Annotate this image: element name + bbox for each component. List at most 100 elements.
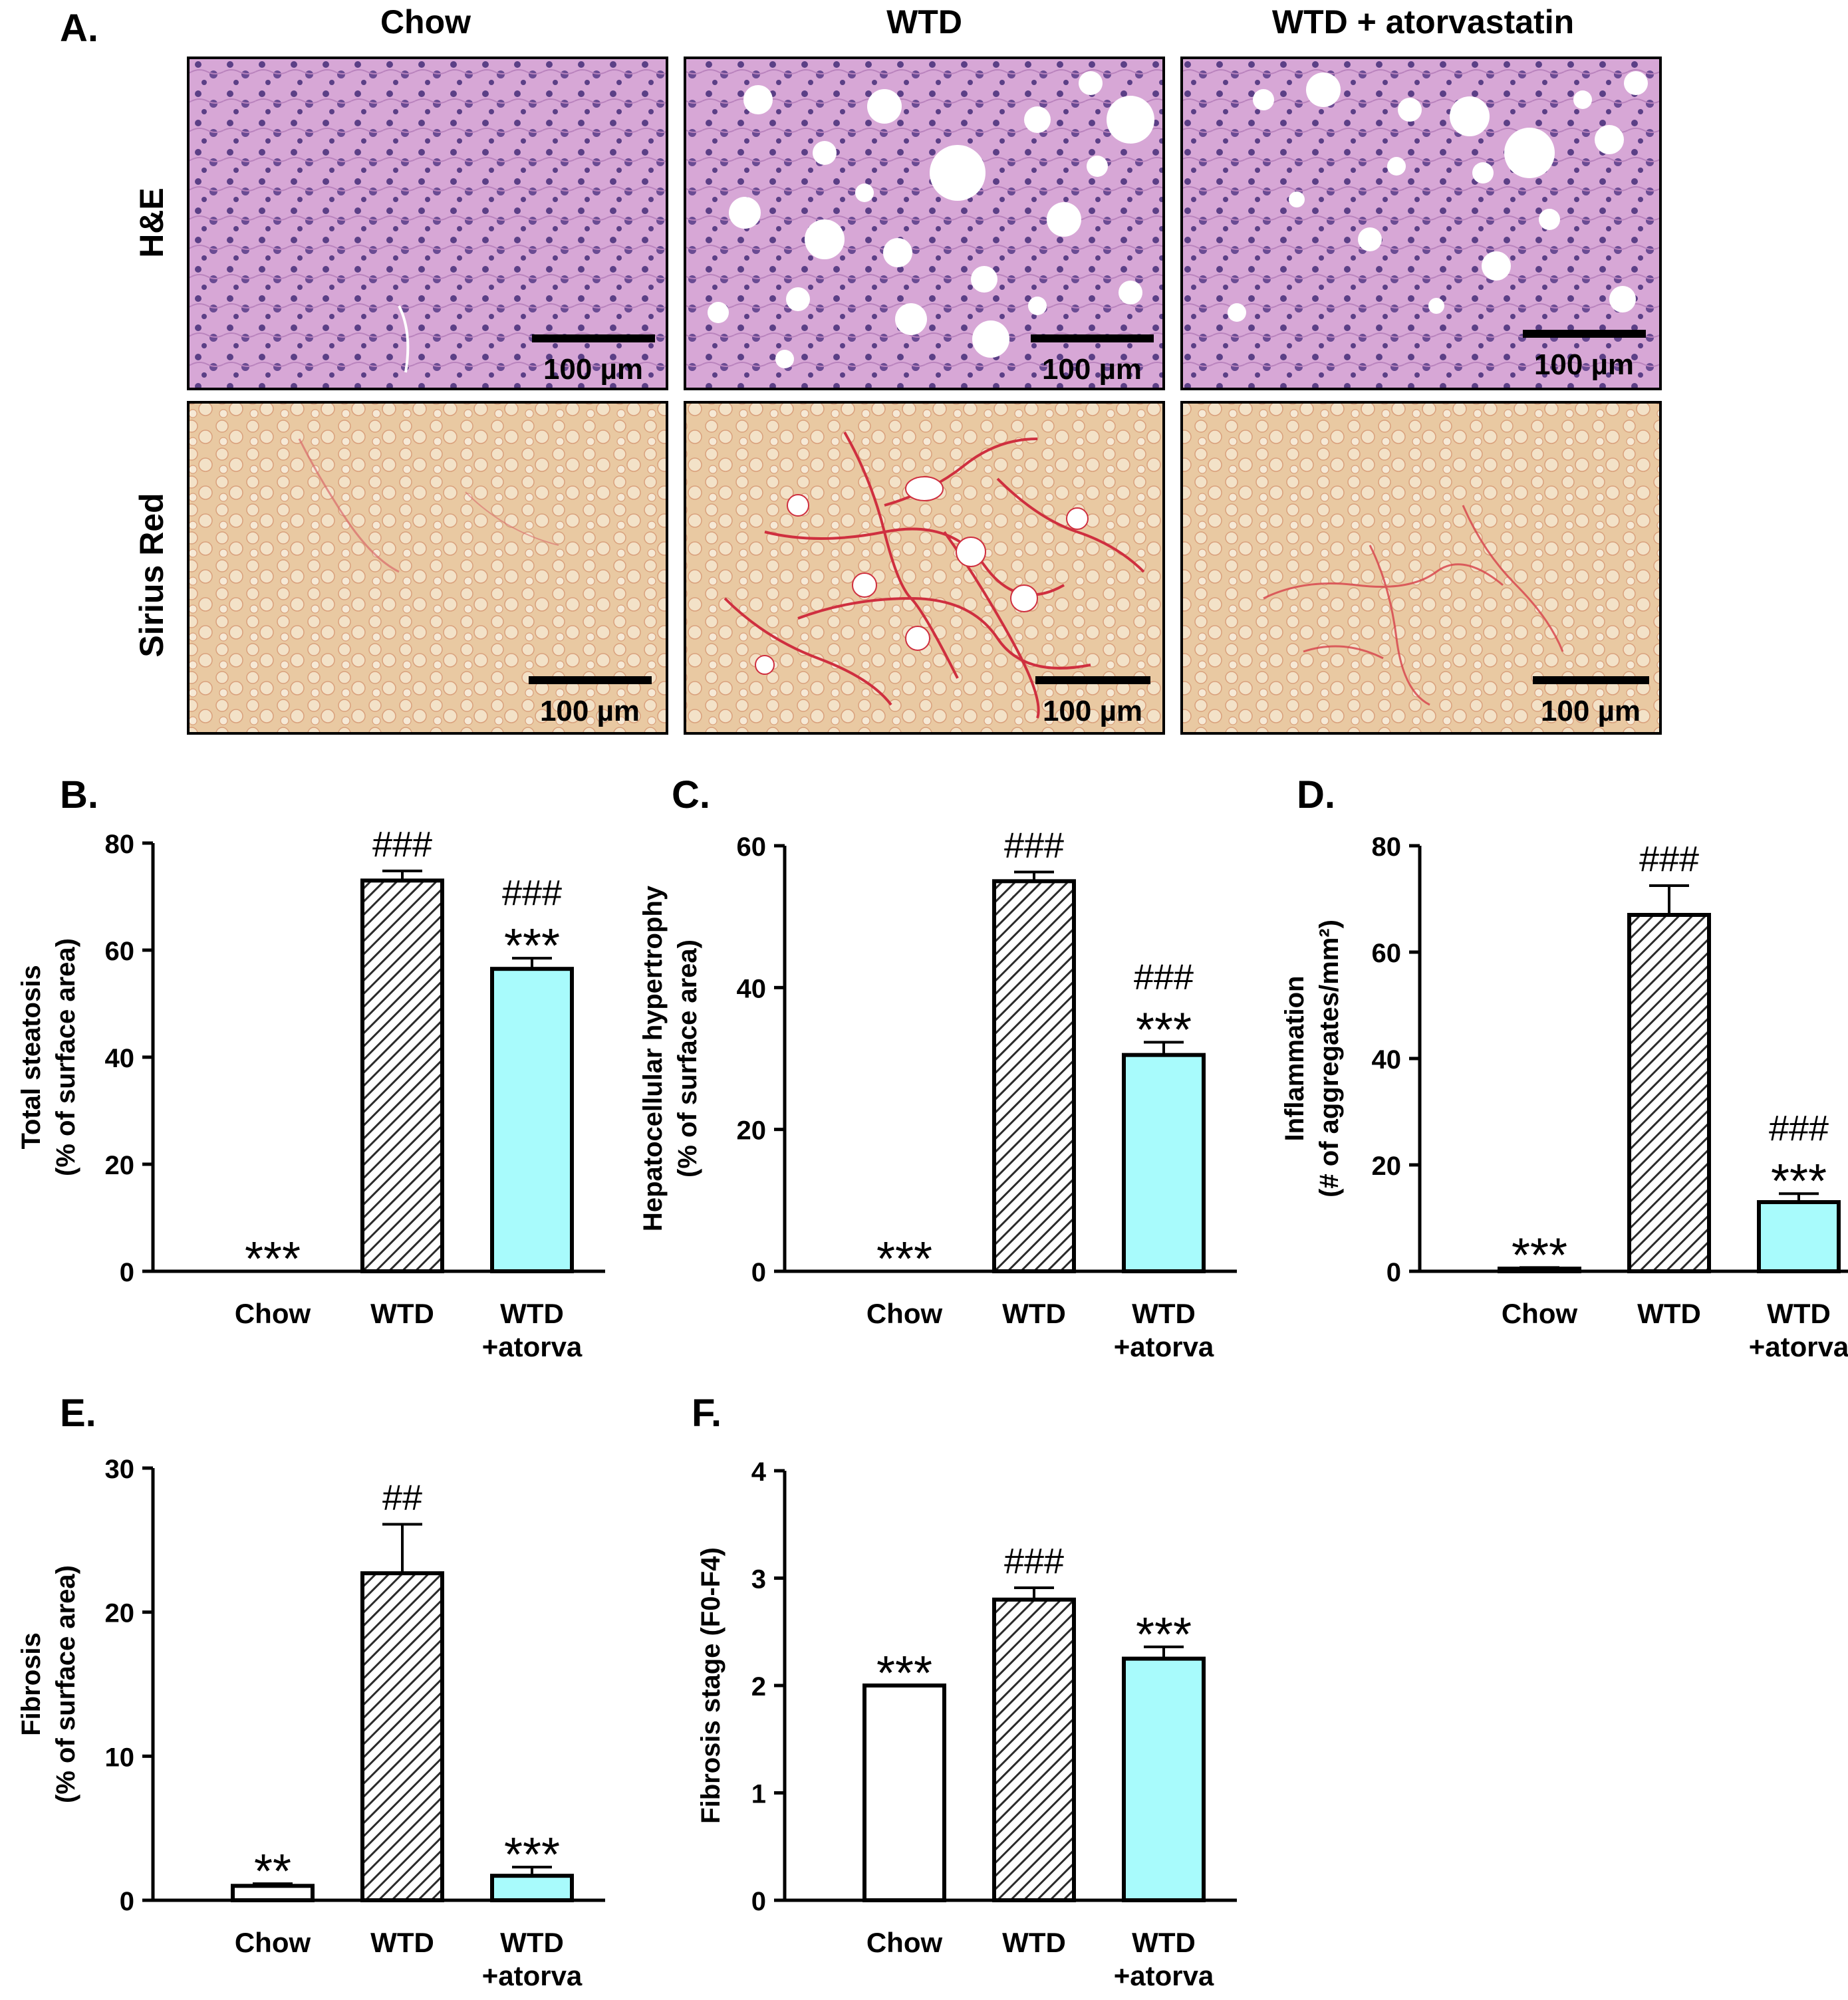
panel-b-letter: B. bbox=[60, 773, 98, 816]
bar-wtd bbox=[360, 878, 444, 1273]
significance-vs-chow: ### bbox=[1134, 957, 1194, 997]
significance-vs-chow: ### bbox=[502, 873, 562, 913]
y-tick-label: 80 bbox=[1372, 832, 1402, 862]
significance-vs-chow: ### bbox=[1769, 1108, 1829, 1148]
x-tick-label: +atorva bbox=[482, 1331, 583, 1362]
y-axis-label: Fibrosis stage (F0-F4) bbox=[696, 1547, 726, 1824]
y-tick-label: 0 bbox=[120, 1887, 134, 1916]
column-title-chow: Chow bbox=[380, 3, 471, 41]
y-tick-label: 20 bbox=[105, 1151, 135, 1180]
y-tick-label: 20 bbox=[737, 1116, 767, 1146]
panel-c-letter: C. bbox=[672, 773, 710, 816]
column-title-wtd: WTD bbox=[886, 3, 962, 41]
y-axis-label: (% of surface area) bbox=[51, 938, 80, 1176]
y-tick-label: 10 bbox=[105, 1743, 135, 1772]
y-axis-label: Total steatosis bbox=[17, 965, 46, 1149]
y-tick-label: 3 bbox=[751, 1565, 766, 1594]
significance-vs-wtd: *** bbox=[876, 1647, 932, 1700]
significance-vs-wtd: *** bbox=[504, 920, 560, 973]
significance-vs-wtd: ** bbox=[254, 1845, 291, 1898]
scale-bar-label: 100 µm bbox=[1541, 695, 1641, 727]
panel-a-letter: A. bbox=[60, 7, 98, 50]
column-title-wtd-atorvastatin: WTD + atorvastatin bbox=[1272, 3, 1574, 41]
scale-bar-sr-chow: 100 µm bbox=[529, 676, 652, 727]
y-tick-label: 20 bbox=[105, 1599, 135, 1628]
significance-vs-wtd: *** bbox=[1136, 1608, 1192, 1662]
bar-chow bbox=[862, 1684, 946, 1902]
y-axis-label: (# of aggregates/mm²) bbox=[1315, 920, 1344, 1197]
scale-bar-label: 100 µm bbox=[543, 353, 643, 386]
bar-wtd-atorva bbox=[1122, 1656, 1206, 1902]
significance-vs-chow: ### bbox=[1004, 1541, 1064, 1581]
y-tick-label: 2 bbox=[751, 1672, 766, 1701]
row-title-he: H&E bbox=[133, 188, 170, 258]
x-tick-label: +atorva bbox=[482, 1960, 583, 1991]
bar-wtd bbox=[360, 1571, 444, 1903]
x-tick-label: WTD bbox=[500, 1298, 564, 1329]
chart-fibrosis-stage: 0 1 2 3 4 Fibrosis stage (F0-F4) *** Chow ### WTD… bbox=[696, 1457, 1237, 1991]
micrograph-he-wtd bbox=[684, 57, 1165, 390]
x-tick-label: WTD bbox=[1002, 1927, 1066, 1958]
scale-bar-label: 100 µm bbox=[1043, 695, 1142, 727]
x-tick-label: Chow bbox=[1502, 1298, 1578, 1329]
x-tick-label: WTD bbox=[1767, 1298, 1831, 1329]
y-tick-label: 60 bbox=[1372, 939, 1402, 968]
significance-vs-chow: ### bbox=[1004, 825, 1064, 865]
scale-bar-label: 100 µm bbox=[540, 695, 640, 727]
panel-f-letter: F. bbox=[692, 1392, 722, 1435]
micrograph-he-chow bbox=[187, 57, 668, 390]
significance-vs-wtd: *** bbox=[1512, 1229, 1567, 1282]
panel-d-letter: D. bbox=[1297, 773, 1335, 816]
y-tick-label: 80 bbox=[105, 830, 135, 859]
significance-vs-chow: ### bbox=[1639, 839, 1699, 879]
y-tick-label: 40 bbox=[105, 1044, 135, 1073]
y-tick-label: 1 bbox=[751, 1780, 766, 1809]
significance-vs-chow: ### bbox=[372, 824, 432, 864]
scale-bar-sr-wtd-atorvastatin: 100 µm bbox=[1533, 676, 1649, 727]
scale-bar-he-chow: 100 µm bbox=[532, 334, 655, 386]
bar-wtd-atorva bbox=[1122, 1053, 1206, 1273]
x-tick-label: +atorva bbox=[1114, 1960, 1214, 1991]
significance-vs-wtd: *** bbox=[245, 1233, 301, 1286]
x-tick-label: WTD bbox=[1637, 1298, 1701, 1329]
significance-vs-wtd: *** bbox=[876, 1233, 932, 1286]
y-axis-label: (% of surface area) bbox=[673, 939, 702, 1178]
x-tick-label: +atorva bbox=[1749, 1331, 1848, 1362]
bar-wtd bbox=[1627, 913, 1711, 1273]
scale-bar-label: 100 µm bbox=[1534, 348, 1634, 381]
y-axis-label: Hepatocellular hypertrophy bbox=[638, 885, 668, 1231]
chart-inflammation: 0 20 40 60 80 Inflammation (# of aggregates/mm… bbox=[1280, 832, 1848, 1362]
y-tick-label: 30 bbox=[105, 1455, 135, 1484]
scale-bar-he-wtd-atorvastatin: 100 µm bbox=[1523, 330, 1646, 381]
x-tick-label: WTD bbox=[1132, 1927, 1196, 1958]
bar-wtd-atorva bbox=[1757, 1200, 1841, 1273]
y-tick-label: 40 bbox=[737, 974, 767, 1003]
x-tick-label: WTD bbox=[500, 1927, 564, 1958]
x-tick-label: WTD bbox=[1002, 1298, 1066, 1329]
x-tick-label: Chow bbox=[235, 1298, 311, 1329]
x-tick-label: WTD bbox=[1132, 1298, 1196, 1329]
scale-bar-he-wtd: 100 µm bbox=[1031, 334, 1154, 386]
y-tick-label: 0 bbox=[751, 1887, 766, 1916]
x-tick-label: Chow bbox=[866, 1927, 943, 1958]
y-tick-label: 60 bbox=[737, 832, 767, 862]
scale-bar-sr-wtd: 100 µm bbox=[1035, 676, 1150, 727]
scale-bar-label: 100 µm bbox=[1042, 353, 1142, 386]
y-tick-label: 40 bbox=[1372, 1045, 1402, 1074]
bar-wtd-atorva bbox=[490, 967, 574, 1274]
row-title-sirius-red: Sirius Red bbox=[133, 493, 170, 657]
y-tick-label: 60 bbox=[105, 937, 135, 966]
chart-fibrosis: 0 10 20 30 Fibrosis (% of surface area) ** Chow… bbox=[17, 1455, 605, 1991]
panel-e-letter: E. bbox=[60, 1392, 96, 1435]
bar-wtd bbox=[992, 879, 1076, 1274]
micrograph-he-wtd-atorvastatin bbox=[1180, 57, 1662, 390]
x-tick-label: WTD bbox=[370, 1927, 434, 1958]
x-tick-label: Chow bbox=[235, 1927, 311, 1958]
significance-vs-chow: ## bbox=[382, 1478, 422, 1518]
y-tick-label: 0 bbox=[751, 1258, 766, 1287]
x-tick-label: Chow bbox=[866, 1298, 943, 1329]
significance-vs-wtd: *** bbox=[1771, 1155, 1827, 1208]
chart-hepatocellular-hypertrophy: 0 20 40 60 Hepatocellular hypertrophy (% of s… bbox=[638, 825, 1237, 1362]
x-tick-label: +atorva bbox=[1114, 1331, 1214, 1362]
